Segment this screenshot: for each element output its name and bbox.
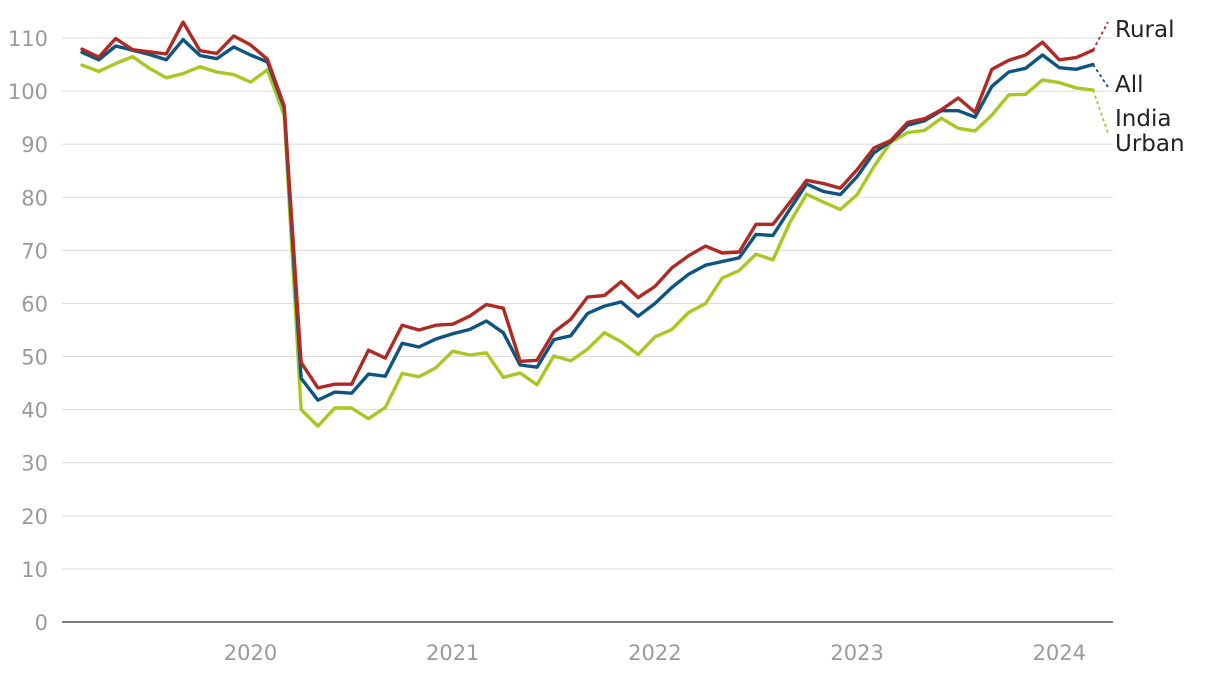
y-tick-label-30: 30 (21, 452, 48, 476)
leader-all (1092, 64, 1109, 88)
y-tick-label-60: 60 (21, 292, 48, 316)
x-tick-label-2021: 2021 (426, 641, 479, 665)
series-lines (80, 20, 1095, 428)
end-labels: Rural All India Urban (1115, 17, 1185, 157)
leader-urban (1092, 89, 1109, 134)
all-label: All (1115, 72, 1144, 98)
x-tick-label-2020: 2020 (224, 641, 277, 665)
rural-label: Rural (1115, 17, 1174, 43)
y-tick-label-50: 50 (21, 346, 48, 370)
series-line-rural (80, 20, 1095, 390)
x-tick-label-2024: 2024 (1033, 641, 1086, 665)
series-line-urban (80, 54, 1095, 428)
y-tick-label-100: 100 (8, 80, 48, 104)
y-tick-label-90: 90 (21, 133, 48, 157)
y-tick-label-10: 10 (21, 558, 48, 582)
y-axis-ticks: 0 10 20 30 40 50 60 70 80 90 100 110 (8, 27, 48, 635)
grid-lines (62, 37, 1113, 570)
x-tick-label-2023: 2023 (830, 641, 883, 665)
y-tick-label-0: 0 (35, 611, 48, 635)
y-tick-label-20: 20 (21, 505, 48, 529)
india-label: India (1115, 106, 1171, 132)
x-axis-ticks: 2020 2021 2022 2023 2024 (224, 641, 1086, 665)
leader-rural (1092, 21, 1109, 51)
y-tick-label-40: 40 (21, 399, 48, 423)
urban-label: Urban (1115, 131, 1185, 157)
y-tick-label-70: 70 (21, 239, 48, 263)
series-line-all (80, 37, 1095, 402)
y-tick-label-80: 80 (21, 186, 48, 210)
y-tick-label-110: 110 (8, 27, 48, 51)
label-leaders (1092, 21, 1109, 134)
x-tick-label-2022: 2022 (628, 641, 681, 665)
